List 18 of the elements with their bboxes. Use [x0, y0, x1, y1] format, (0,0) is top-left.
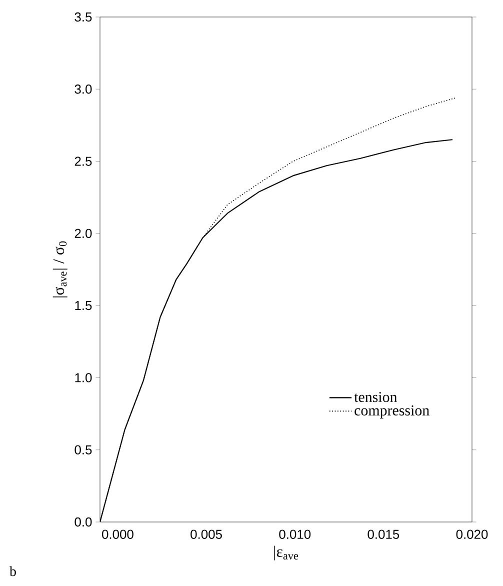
- y-tick-label: 0.5: [74, 445, 92, 454]
- x-tick-label: 0.000: [102, 530, 134, 539]
- x-tick-label: 0.020: [456, 530, 488, 539]
- y-tick-label: 1.0: [75, 373, 92, 382]
- y-axis-title: |σ$_{ave}$| / σ$_{0}$: [52, 241, 68, 298]
- y-tick-label: 0.0: [74, 517, 92, 527]
- legend-label: tension: [354, 392, 398, 402]
- x-tick-label: 0.010: [279, 530, 311, 539]
- x-tick-label: 0.005: [190, 530, 222, 539]
- y-tick-label: 2.5: [74, 156, 92, 166]
- y-tick-label: 1.5: [75, 301, 92, 310]
- y-tick-label: 2.0: [74, 228, 92, 238]
- y-tick-label: 3.0: [74, 84, 92, 94]
- text: b: [10, 566, 16, 576]
- x-axis-title: |ε$_{ave}$: [274, 546, 298, 560]
- x-tick-label: 0.015: [368, 530, 400, 539]
- y-tick-label: 3.5: [74, 12, 92, 22]
- legend-label: compression: [354, 405, 430, 419]
